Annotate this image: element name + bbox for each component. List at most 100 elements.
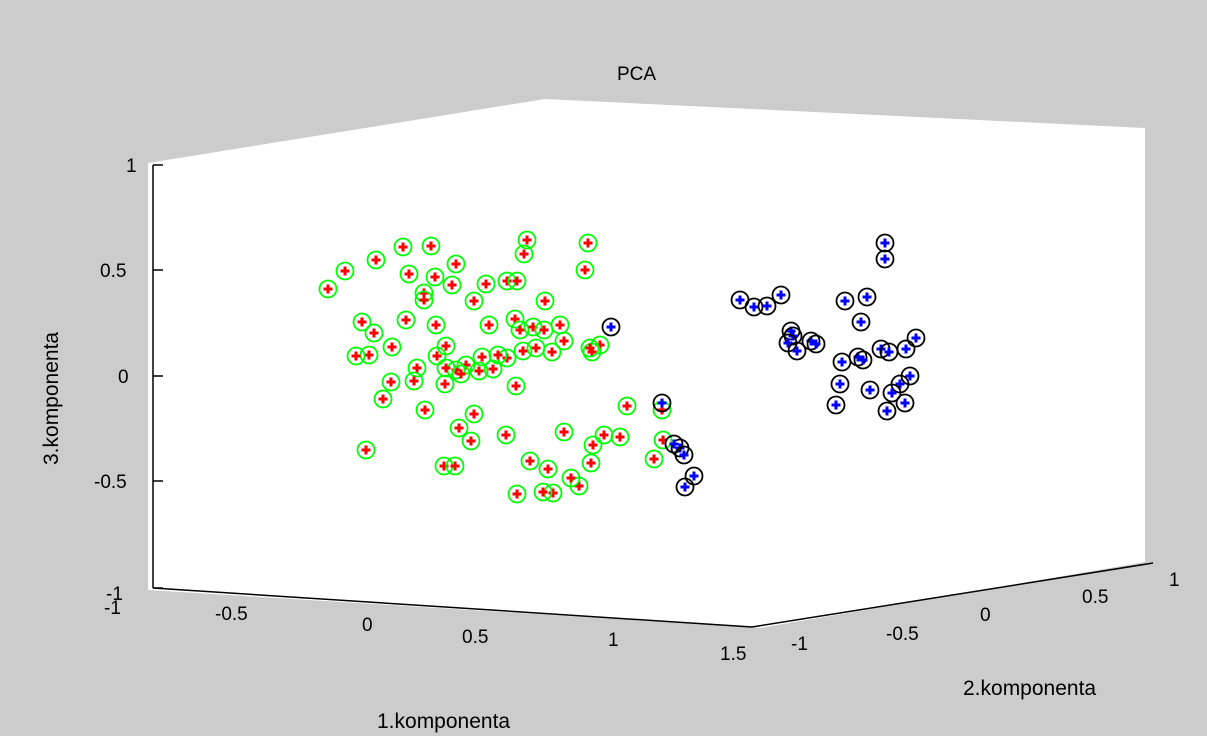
data-point-cluster-1 (479, 315, 499, 335)
z-tick-label: -1 (106, 584, 123, 605)
data-point-cluster-2 (896, 339, 916, 359)
data-point-cluster-1 (513, 341, 533, 361)
data-point-cluster-1 (554, 422, 574, 442)
data-point-cluster-2 (860, 380, 880, 400)
data-point-cluster-2 (895, 393, 915, 413)
data-point-cluster-1 (399, 264, 419, 284)
data-point-cluster-1 (583, 435, 603, 455)
data-point-cluster-1 (578, 233, 598, 253)
data-point-cluster-1 (506, 376, 526, 396)
data-point-cluster-2 (835, 291, 855, 311)
data-point-cluster-1 (393, 237, 413, 257)
data-point-cluster-1 (505, 309, 525, 329)
data-point-cluster-2 (875, 249, 895, 269)
data-point-cluster-1 (464, 291, 484, 311)
data-point-cluster-1 (507, 271, 527, 291)
data-point-cluster-1 (435, 374, 455, 394)
data-point-cluster-2 (787, 341, 807, 361)
data-point-cluster-1 (382, 337, 402, 357)
y-tick-label: -1 (791, 634, 808, 655)
data-point-cluster-2 (757, 296, 777, 316)
data-point-cluster-1 (476, 274, 496, 294)
data-point-cluster-1 (526, 338, 546, 358)
data-point-cluster-1 (425, 267, 445, 287)
data-point-cluster-2 (771, 285, 791, 305)
data-point-cluster-2 (601, 317, 621, 337)
data-point-cluster-1 (318, 279, 338, 299)
data-point-cluster-1 (520, 451, 540, 471)
data-point-cluster-1 (510, 320, 530, 340)
data-point-cluster-1 (580, 338, 600, 358)
data-point-cluster-1 (533, 482, 553, 502)
data-point-cluster-1 (346, 346, 366, 366)
data-point-cluster-2 (875, 233, 895, 253)
data-point-cluster-1 (426, 315, 446, 335)
data-point-cluster-1 (364, 323, 384, 343)
x-tick-label: -0.5 (215, 604, 248, 625)
data-point-cluster-1 (352, 312, 372, 332)
data-point-cluster-1 (617, 396, 637, 416)
data-point-cluster-1 (451, 364, 471, 384)
x-tick-label: 0.5 (462, 627, 488, 648)
x-tick-label: -1 (104, 598, 121, 619)
data-point-cluster-2 (664, 434, 684, 454)
data-point-cluster-1 (407, 358, 427, 378)
data-point-cluster-2 (853, 350, 873, 370)
data-point-cluster-1 (442, 275, 462, 295)
data-point-cluster-1 (561, 468, 581, 488)
data-point-cluster-1 (335, 261, 355, 281)
data-point-cluster-1 (414, 290, 434, 310)
data-point-cluster-1 (421, 236, 441, 256)
data-point-cluster-1 (396, 310, 416, 330)
data-point-cluster-1 (483, 359, 503, 379)
data-point-cluster-2 (877, 401, 897, 421)
data-point-cluster-1 (644, 449, 664, 469)
data-point-cluster-1 (446, 254, 466, 274)
data-points-layer (318, 230, 926, 504)
y-axis-line (751, 562, 1154, 628)
x-axis-line (152, 587, 753, 628)
data-point-cluster-2 (826, 395, 846, 415)
data-point-cluster-1 (610, 427, 630, 447)
x-tick-label: 1.5 (720, 644, 746, 665)
data-point-cluster-2 (830, 374, 850, 394)
data-point-cluster-2 (675, 477, 695, 497)
y-tick-label: -0.5 (886, 624, 919, 645)
axes-background (148, 99, 1145, 628)
data-point-cluster-1 (538, 459, 558, 479)
data-point-cluster-1 (472, 347, 492, 367)
data-point-cluster-1 (514, 244, 534, 264)
z-tick-label: 0 (118, 367, 129, 388)
data-point-cluster-1 (461, 431, 481, 451)
data-point-cluster-1 (581, 453, 601, 473)
z-tick-label: -0.5 (94, 472, 127, 493)
y-tick-label: 0.5 (1082, 587, 1108, 608)
data-point-cluster-1 (449, 418, 469, 438)
data-point-cluster-2 (652, 393, 672, 413)
data-point-cluster-1 (366, 250, 386, 270)
data-point-cluster-1 (427, 346, 447, 366)
data-point-cluster-1 (415, 400, 435, 420)
chart-title: PCA (617, 64, 656, 85)
data-point-cluster-2 (857, 287, 877, 307)
y-tick-label: 1 (1169, 570, 1180, 591)
x-tick-label: 1 (608, 630, 619, 651)
data-point-cluster-1 (535, 291, 555, 311)
y-tick-label: 0 (980, 605, 991, 626)
data-point-cluster-1 (554, 331, 574, 351)
data-point-cluster-2 (851, 312, 871, 332)
data-point-cluster-1 (469, 361, 489, 381)
data-point-cluster-1 (404, 371, 424, 391)
data-point-cluster-1 (517, 230, 537, 250)
data-point-cluster-1 (381, 372, 401, 392)
z-axis-label: 3.komponenta (40, 332, 63, 465)
data-point-cluster-2 (806, 334, 826, 354)
z-tick-label: 0.5 (100, 261, 126, 282)
y-axis-label: 2.komponenta (963, 677, 1096, 700)
x-tick-label: 0 (362, 615, 373, 636)
z-tick-label: 1 (126, 156, 137, 177)
data-point-cluster-1 (464, 404, 484, 424)
data-point-cluster-1 (496, 425, 516, 445)
